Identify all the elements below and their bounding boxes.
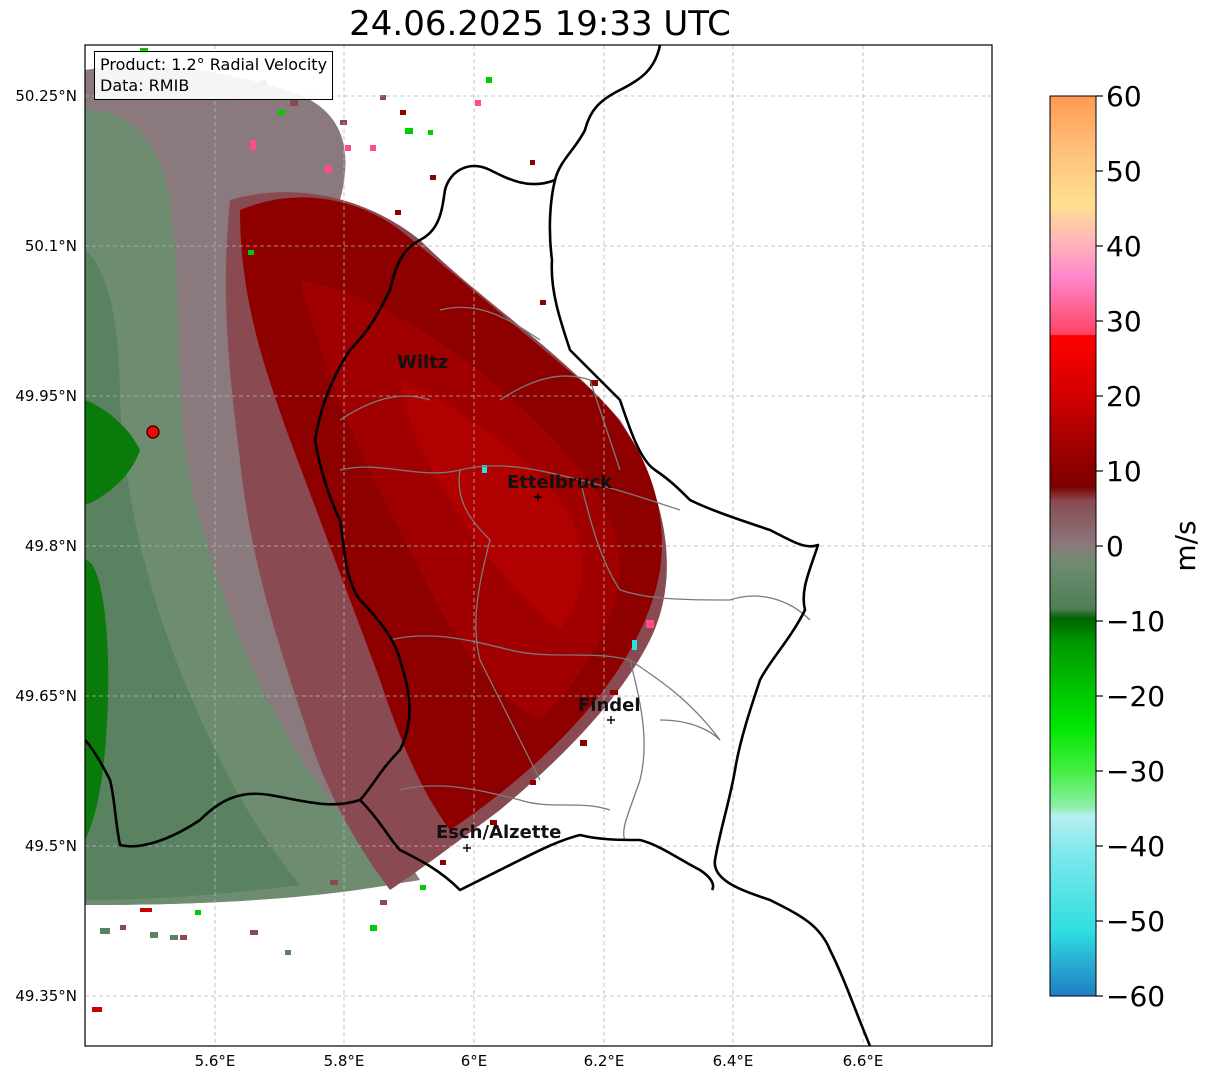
- city-labels: Wiltz Ettelbruck Findel Esch/Alzette: [397, 352, 641, 843]
- radar-site-marker: [146, 425, 160, 439]
- lat-tick-labels: 50.25°N 50.1°N 49.95°N 49.8°N 49.65°N 49…: [15, 87, 77, 1005]
- lat-tick-label: 50.1°N: [25, 237, 77, 255]
- colorbar-tick-label: 10: [1106, 455, 1142, 488]
- colorbar-scale: [1049, 95, 1097, 997]
- product-label: Product: 1.2° Radial Velocity: [100, 55, 328, 74]
- map-title: 24.06.2025 19:33 UTC: [349, 4, 731, 44]
- colorbar-tick-label: −50: [1106, 905, 1165, 938]
- colorbar-tick-label: −40: [1106, 830, 1165, 863]
- colorbar-tick-label: −20: [1106, 680, 1165, 713]
- city-label-esch: Esch/Alzette: [436, 822, 561, 843]
- lon-tick-label: 6.6°E: [843, 1052, 884, 1070]
- lat-tick-label: 49.5°N: [25, 837, 77, 855]
- colorbar-tick-label: 60: [1106, 80, 1142, 113]
- product-info-box: Product: 1.2° Radial Velocity Data: RMIB: [94, 51, 334, 100]
- canton-borders: [339, 306, 811, 841]
- ettelbruck-marker: [534, 493, 542, 501]
- lon-tick-label: 6.4°E: [713, 1052, 754, 1070]
- findel-marker: [607, 716, 615, 724]
- colorbar-tick-label: −60: [1106, 980, 1165, 1013]
- city-label-ettelbruck: Ettelbruck: [507, 472, 613, 493]
- colorbar: 60 50 40 30 20 10 0 −10 −20 −30 −40 −50 …: [1049, 80, 1202, 1013]
- lon-tick-label: 6°E: [461, 1052, 488, 1070]
- colorbar-unit-label: m/s: [1169, 520, 1202, 571]
- lon-tick-label: 6.2°E: [584, 1052, 625, 1070]
- data-source-label: Data: RMIB: [100, 76, 190, 95]
- colorbar-tick-label: −30: [1106, 755, 1165, 788]
- city-label-findel: Findel: [578, 695, 641, 716]
- colorbar-tick-label: −10: [1106, 605, 1165, 638]
- lat-tick-label: 49.65°N: [15, 687, 77, 705]
- colorbar-tick-label: 20: [1106, 380, 1142, 413]
- map-frame: [84, 44, 993, 1047]
- colorbar-tick-label: 50: [1106, 155, 1142, 188]
- lon-tick-label: 5.6°E: [195, 1052, 236, 1070]
- lat-tick-label: 49.95°N: [15, 387, 77, 405]
- national-borders: [85, 45, 872, 1046]
- city-markers: [463, 493, 615, 852]
- lon-tick-label: 5.8°E: [324, 1052, 365, 1070]
- colorbar-ticks: [1096, 95, 1103, 997]
- colorbar-tick-label: 0: [1106, 530, 1124, 563]
- colorbar-tick-label: 40: [1106, 230, 1142, 263]
- radar-echo-layer: [85, 45, 992, 1046]
- lat-tick-label: 49.8°N: [25, 537, 77, 555]
- city-label-wiltz: Wiltz: [397, 352, 448, 373]
- lat-tick-label: 50.25°N: [15, 87, 77, 105]
- lat-tick-label: 49.35°N: [15, 987, 77, 1005]
- lon-tick-labels: 5.6°E 5.8°E 6°E 6.2°E 6.4°E 6.6°E: [195, 1052, 884, 1070]
- colorbar-tick-label: 30: [1106, 305, 1142, 338]
- esch-marker: [463, 844, 471, 852]
